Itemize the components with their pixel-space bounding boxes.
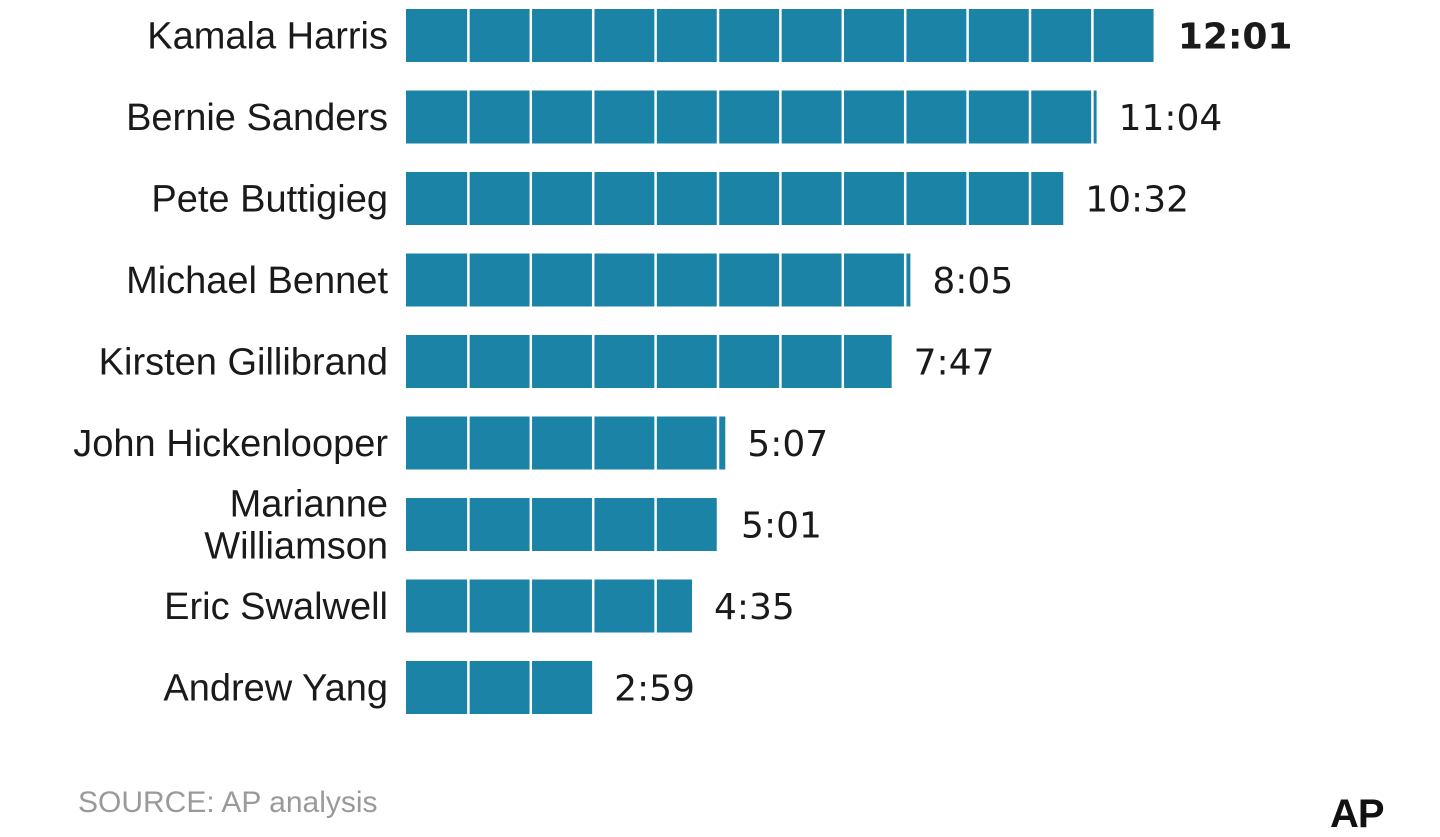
source-note: SOURCE: AP analysis bbox=[78, 786, 378, 819]
bar-7 bbox=[406, 498, 720, 551]
category-label: Andrew Yang bbox=[163, 668, 388, 710]
value-label: 5:07 bbox=[747, 424, 828, 465]
category-label: Marianne Williamson bbox=[204, 484, 388, 568]
labels-layer: Kamala Harris 12:01 Bernie Sanders 11:04 Pet… bbox=[73, 16, 1292, 710]
bar-rect bbox=[406, 579, 692, 633]
value-label: 11:04 bbox=[1119, 98, 1223, 139]
bar-5 bbox=[406, 335, 892, 388]
value-label: 2:59 bbox=[614, 669, 695, 710]
value-label: 4:35 bbox=[714, 587, 795, 628]
bar-rect bbox=[406, 90, 1097, 144]
value-label: 5:01 bbox=[741, 506, 822, 547]
bar-2 bbox=[406, 90, 1097, 144]
bar-6 bbox=[406, 416, 726, 470]
bar-rect bbox=[406, 661, 593, 714]
bar-rect bbox=[406, 253, 911, 307]
category-label: Kirsten Gillibrand bbox=[99, 342, 388, 384]
bar-rect bbox=[406, 416, 726, 470]
category-label: Kamala Harris bbox=[147, 16, 388, 58]
value-label: 8:05 bbox=[932, 261, 1013, 302]
bar-3 bbox=[406, 172, 1064, 225]
bar-rect bbox=[406, 498, 720, 551]
category-label: Eric Swalwell bbox=[164, 586, 388, 628]
value-label: 12:01 bbox=[1178, 17, 1293, 58]
bar-chart: Kamala Harris 12:01 Bernie Sanders 11:04 Pet… bbox=[73, 9, 1292, 714]
category-label: Pete Buttigieg bbox=[151, 179, 388, 221]
bar-1 bbox=[406, 9, 1157, 62]
category-label: Michael Bennet bbox=[126, 260, 388, 302]
category-label: John Hickenlooper bbox=[73, 423, 388, 465]
category-label: Bernie Sanders bbox=[126, 97, 388, 139]
bar-rect bbox=[406, 335, 892, 388]
value-label: 7:47 bbox=[914, 343, 995, 384]
bars-layer bbox=[406, 9, 1157, 714]
bar-rect bbox=[406, 172, 1064, 225]
bar-9 bbox=[406, 661, 593, 714]
bar-4 bbox=[406, 253, 911, 307]
ap-logo: AP bbox=[1330, 792, 1385, 836]
value-label: 10:32 bbox=[1085, 180, 1189, 221]
bar-8 bbox=[406, 579, 692, 633]
